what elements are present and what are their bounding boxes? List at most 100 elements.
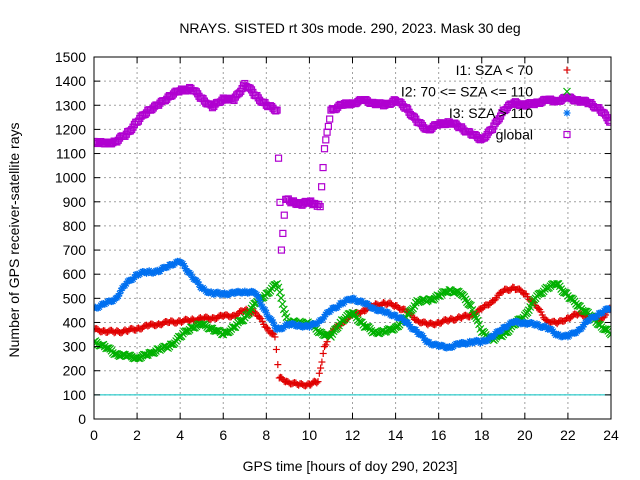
data-point [319,349,327,357]
data-point [317,364,325,372]
series-group [94,79,611,390]
data-point [313,379,321,387]
x-axis-ticks: 0 2 4 6 8 10 12 14 16 18 20 22 24 [90,57,619,443]
data-point [362,323,370,331]
data-point [467,301,475,310]
data-point [256,313,264,321]
data-point [228,323,237,331]
x-tick-label: 2 [133,427,141,443]
y-tick-label: 500 [63,290,87,306]
y-tick-label: 400 [63,314,87,330]
data-point [607,304,611,312]
y-tick-label: 300 [63,339,87,355]
data-point [258,317,266,325]
data-point [452,287,461,296]
x-tick-label: 20 [517,427,533,443]
data-point [268,329,276,337]
data-point [231,323,240,332]
data-point [147,348,156,357]
y-tick-label: 1500 [55,49,86,65]
data-point [318,358,326,366]
x-tick-label: 12 [345,427,361,443]
data-point [318,183,326,191]
y-tick-label: 800 [63,218,87,234]
data-point [322,341,330,349]
x-tick-label: 10 [302,427,318,443]
data-point [600,325,609,334]
chart-title: NRAYS. SISTED rt 30s mode. 290, 2023. Ma… [179,20,520,36]
grid-lines [94,57,611,419]
legend: I1: SZA < 70 I2: 70 <= SZA <= 110 I3: SZA … [401,62,571,143]
legend-marker [563,87,571,96]
legend-label: global [496,127,533,143]
data-point [534,304,542,312]
data-point [276,198,284,206]
x-tick-label: 22 [560,427,576,443]
y-axis-label: Number of GPS receiver-satellite rays [6,123,22,358]
y-tick-label: 100 [63,387,87,403]
data-point [607,118,611,126]
data-point [274,361,282,369]
x-tick-label: 8 [262,427,270,443]
y-tick-label: 1000 [55,170,86,186]
data-point [320,145,329,153]
x-tick-label: 0 [90,427,98,443]
legend-marker [563,130,571,139]
data-point [537,308,545,316]
data-point [320,343,328,351]
data-point [187,270,195,278]
data-point [274,154,283,162]
data-point [277,294,286,302]
data-point [277,246,286,254]
data-point [279,305,288,314]
data-point [337,316,346,324]
y-tick-label: 1300 [55,97,86,113]
data-point [323,128,331,136]
data-point [326,115,334,123]
y-tick-label: 1100 [56,146,86,162]
data-point [607,330,611,339]
data-point [315,369,323,377]
legend-label: I3: SZA > 110 [449,105,533,121]
legend-marker [563,109,571,117]
series-3-points [94,79,611,254]
data-point [274,283,283,292]
data-point [280,211,288,219]
legend-label: I2: 70 <= SZA <= 110 [401,84,533,100]
data-point [314,328,323,337]
x-tick-label: 14 [388,427,404,443]
data-point [272,345,280,353]
data-point [199,320,207,329]
legend-label: I1: SZA < 70 [456,62,534,78]
data-point [387,325,396,334]
data-point [322,136,330,144]
legend-marker [563,66,571,74]
data-point [262,323,270,331]
y-tick-label: 900 [63,194,87,210]
series-2-points [94,257,611,352]
data-point [94,137,98,146]
data-point [275,288,284,297]
y-tick-label: 200 [63,363,87,379]
series-1-points [94,279,611,363]
data-point [273,106,281,114]
x-tick-label: 6 [219,427,227,443]
data-point [315,200,323,209]
data-point [554,280,563,288]
x-tick-label: 24 [603,427,619,443]
x-tick-label: 16 [431,427,447,443]
y-tick-label: 0 [78,411,86,427]
data-point [278,374,286,382]
data-point [270,281,279,289]
y-tick-label: 1400 [55,73,86,89]
data-point [278,300,287,309]
data-point [319,163,327,172]
data-point [316,203,324,211]
x-tick-label: 18 [474,427,490,443]
x-axis-label: GPS time [hours of doy 290, 2023] [243,458,458,474]
data-point [323,338,331,346]
y-axis-ticks: 0 100 200 300 400 500 600 700 800 900 1000 1100 1200… [55,49,611,427]
x-tick-label: 4 [176,427,184,443]
data-point [475,320,483,329]
